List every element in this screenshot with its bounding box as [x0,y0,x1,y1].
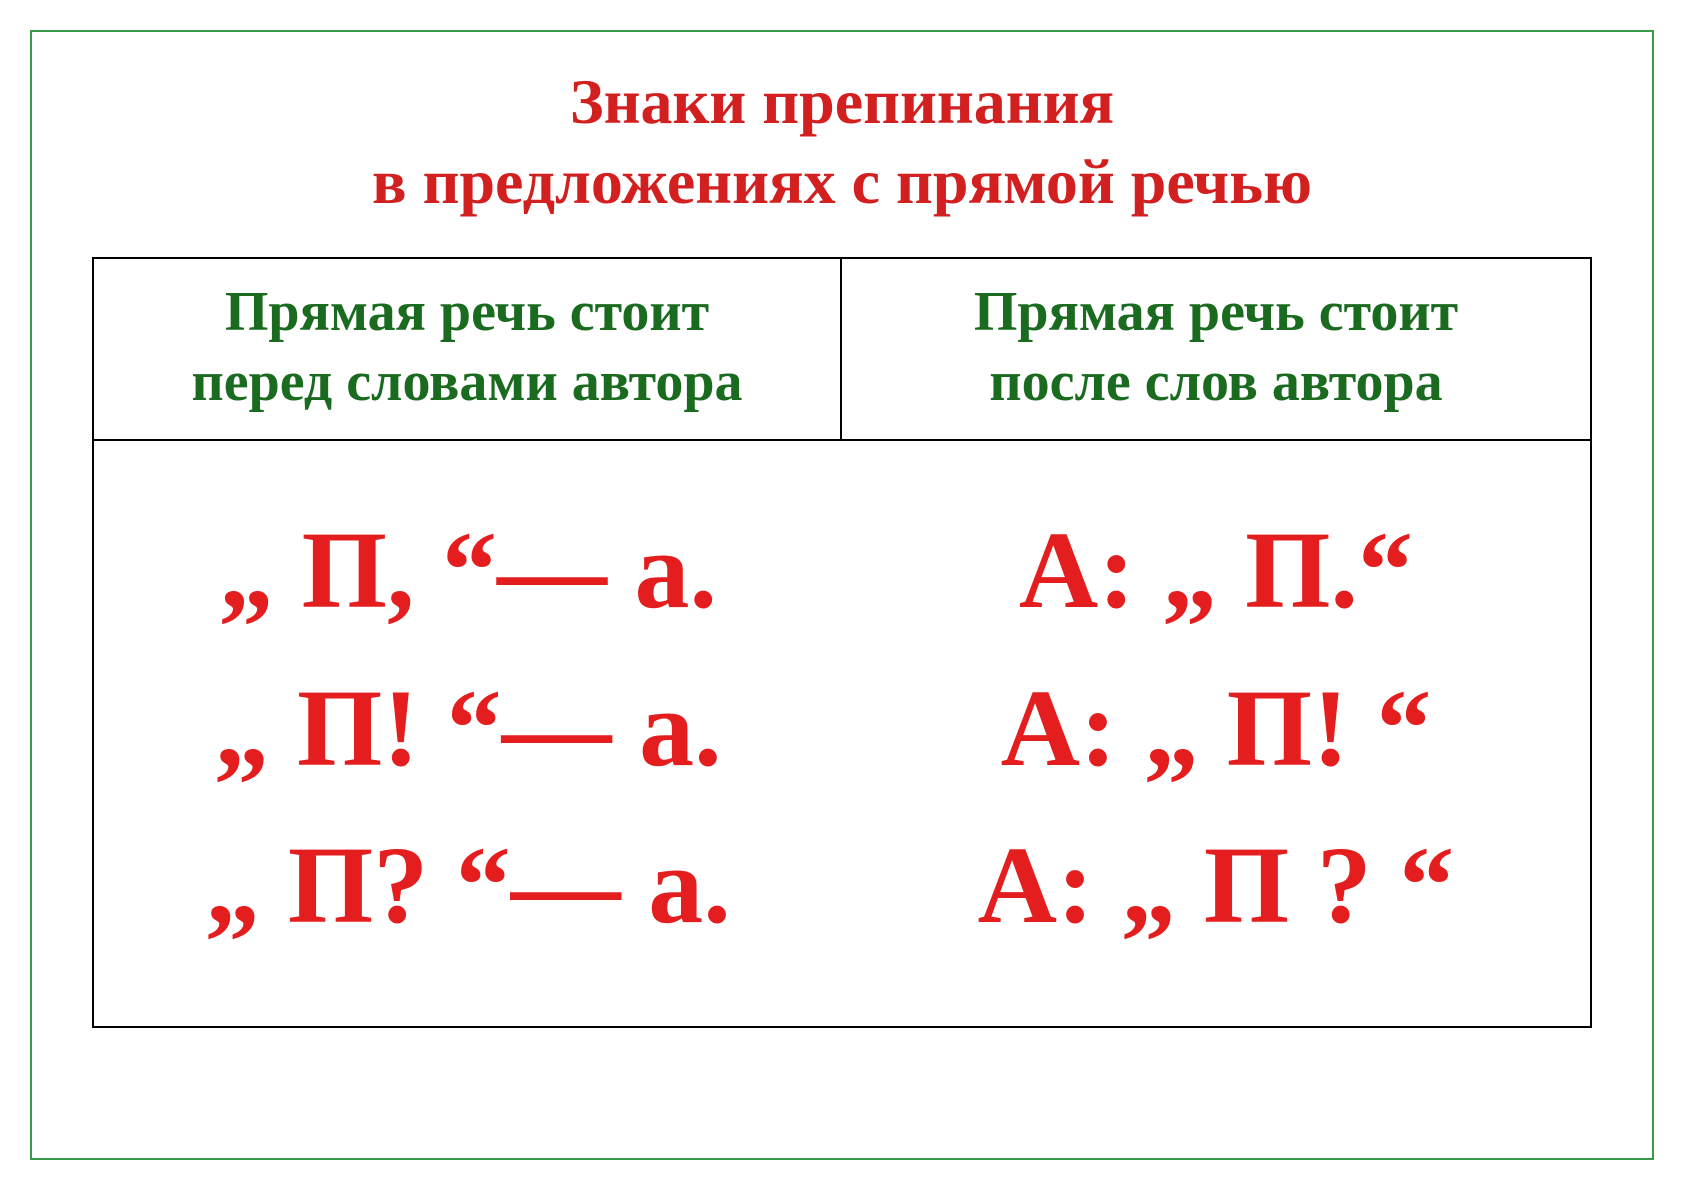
pattern-right-2: А: „ П! “ [852,671,1580,787]
pattern-right-1: А: „ П.“ [852,513,1580,629]
pattern-right-3: А: „ П ? “ [852,828,1580,944]
poster-frame: Знаки препинания в предложениях с прямой… [30,30,1654,1160]
rules-table: Прямая речь стоит перед словами автора П… [92,257,1592,1028]
main-title: Знаки препинания в предложениях с прямой… [372,62,1312,222]
pattern-left-3: „ П? “— а. [104,828,832,944]
column-header-right: Прямая речь стоит после слов автора [842,259,1590,441]
pattern-left-2: „ П! “— а. [104,671,832,787]
column-body-left: „ П, “— а. „ П! “— а. „ П? “— а. [94,441,842,1026]
column-body-right: А: „ П.“ А: „ П! “ А: „ П ? “ [842,441,1590,1026]
pattern-left-1: „ П, “— а. [104,513,832,629]
column-header-left: Прямая речь стоит перед словами автора [94,259,842,441]
